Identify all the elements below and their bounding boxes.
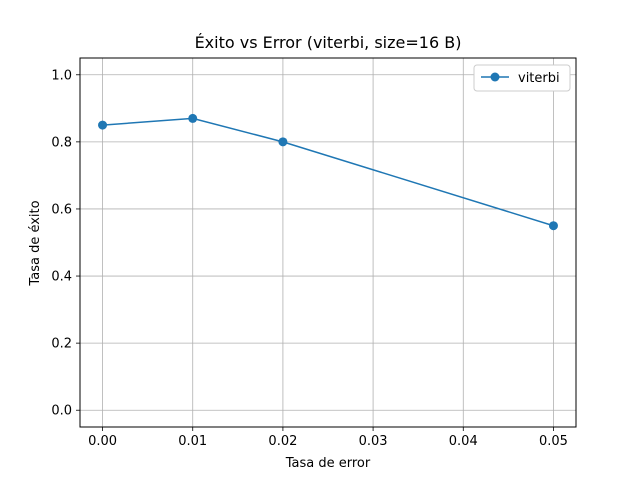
y-tick-label: 0.2 [51, 337, 72, 352]
y-tick-label: 0.4 [51, 270, 72, 285]
y-tick-label: 0.8 [51, 135, 72, 150]
y-tick-label: 0.0 [51, 404, 72, 419]
data-point [188, 113, 198, 123]
plot-area-frame [79, 57, 577, 428]
x-tick-label: 0.02 [268, 434, 297, 449]
data-point [98, 120, 108, 130]
series-layer [98, 113, 558, 231]
axis-ticks: 0.00 0.01 0.02 0.03 0.04 0.05 0.0 0.2 0.4 0.6 0.8 1… [51, 68, 568, 449]
legend-box [473, 64, 571, 92]
x-axis-label: Tasa de error [285, 456, 371, 471]
grid [80, 58, 576, 427]
y-axis-label: Tasa de éxito [28, 200, 43, 286]
x-tick-label: 0.01 [178, 434, 207, 449]
x-tick-label: 0.03 [359, 434, 388, 449]
legend-label-viterbi: viterbi [518, 71, 560, 86]
x-tick-label: 0.05 [539, 434, 568, 449]
y-tick-label: 1.0 [51, 68, 72, 83]
x-tick-label: 0.00 [88, 434, 117, 449]
y-tick-label: 0.6 [51, 202, 72, 217]
chart-title: Éxito vs Error (viterbi, size=16 B) [195, 33, 462, 52]
data-point [278, 137, 288, 147]
legend-marker-swatch [490, 72, 500, 82]
data-point [548, 221, 558, 231]
series-line-viterbi [102, 117, 554, 227]
legend: viterbi [473, 64, 571, 92]
x-tick-label: 0.04 [449, 434, 478, 449]
